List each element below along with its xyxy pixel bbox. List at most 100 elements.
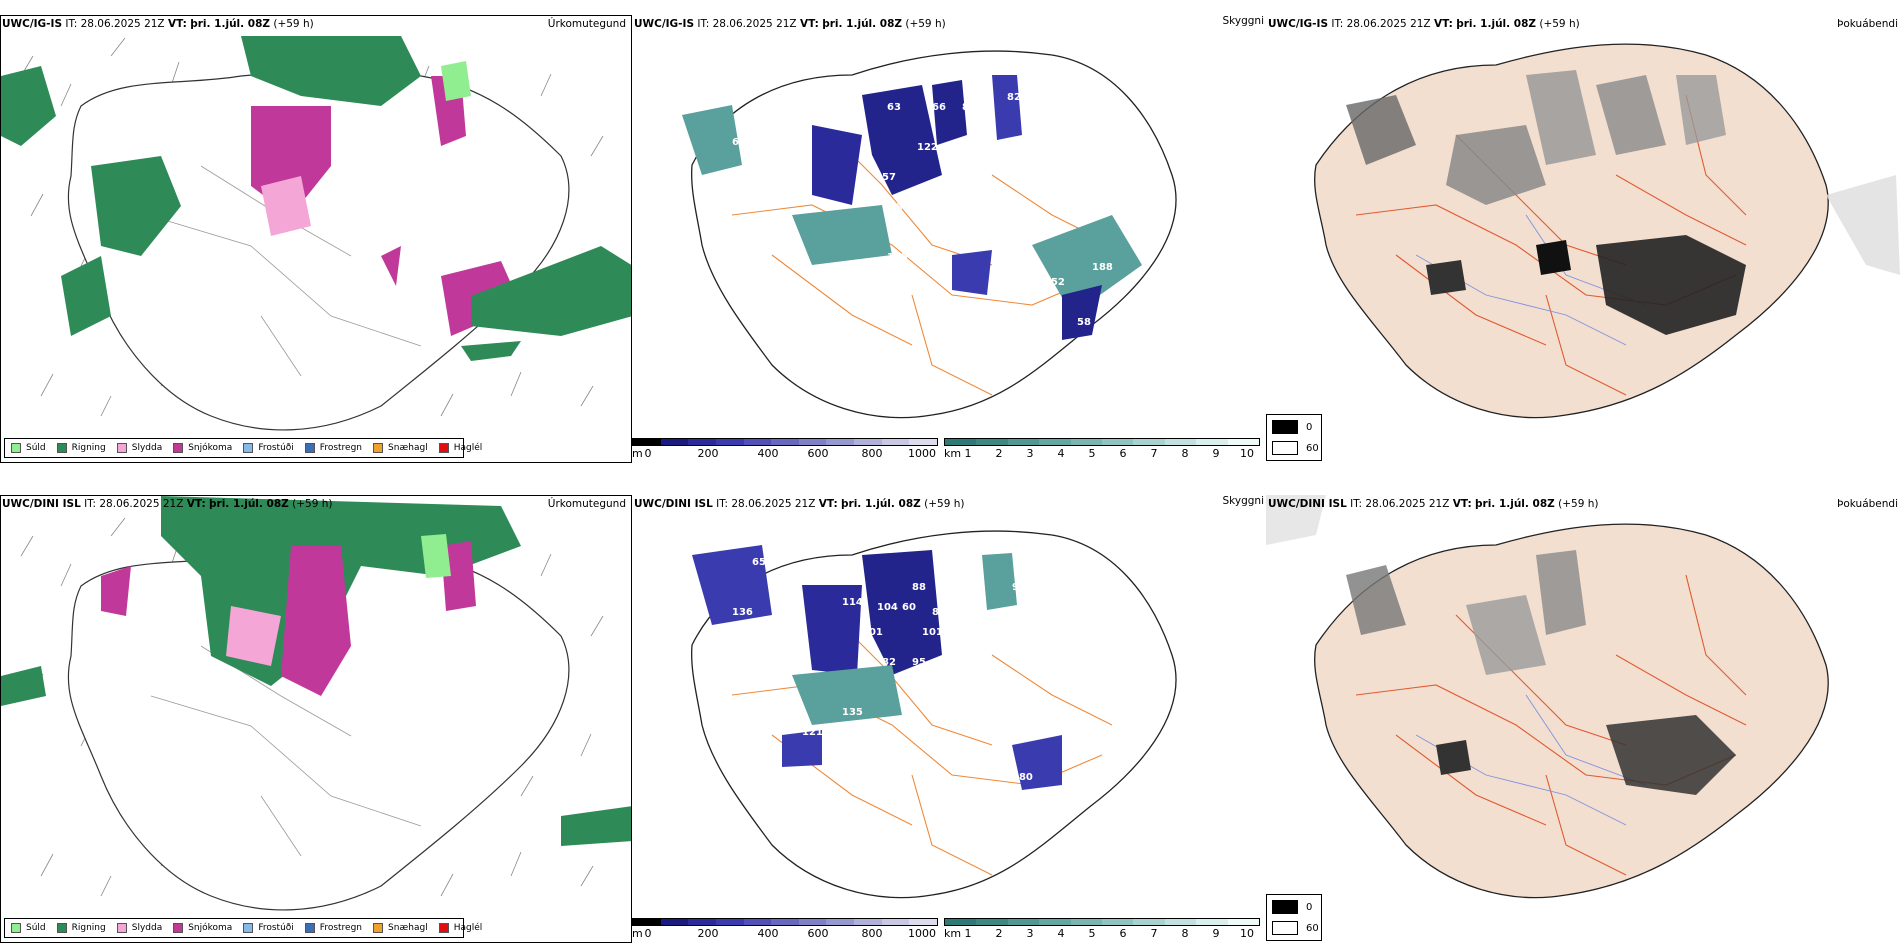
legend-label: Frostregn — [319, 923, 363, 933]
visibility-tick: 3 — [1026, 447, 1034, 460]
cloud-base-label: 52 — [1042, 342, 1056, 353]
legend-item: Frostregn — [304, 923, 363, 933]
cloud-base-label: 152 — [1044, 277, 1065, 288]
cloud-base-label: 23 — [1052, 602, 1066, 613]
visibility-tick: 8 — [1181, 447, 1189, 460]
panel-type-label: Skyggni — [1222, 495, 1265, 507]
precip-areas — [1, 36, 631, 361]
visibility-unit: km — [944, 927, 962, 940]
legend-item: Súld — [11, 923, 46, 933]
cloud-base-label: 135 — [842, 707, 863, 718]
fog-areas — [1266, 495, 1736, 795]
visibility-tick: 5 — [1088, 927, 1096, 940]
visibility-tick: 4 — [1057, 447, 1065, 460]
legend-label: Frostregn — [319, 443, 363, 453]
ceiling-tick: 1000 — [908, 447, 936, 460]
visibility-tick: 6 — [1119, 447, 1127, 460]
panel-title: UWC/IG-IS IT: 28.06.2025 21Z VT: þri. 1.… — [634, 18, 946, 30]
legend-item: Slydda — [116, 923, 163, 933]
visibility-unit: km — [944, 447, 962, 460]
visibility-tick: 2 — [995, 447, 1003, 460]
panel-type-label: Þokuábendi — [1837, 18, 1898, 30]
cloud-base-label: 65 — [752, 77, 766, 88]
legend-swatch — [116, 443, 127, 453]
fog-areas — [1346, 70, 1900, 335]
cloud-base-label: 95 — [912, 657, 926, 668]
visibility-tick: 3 — [1026, 927, 1034, 940]
ceiling-tick: 600 — [807, 447, 829, 460]
legend-swatch — [56, 443, 67, 453]
fog-map-row2 — [1266, 495, 1829, 899]
cloud-base-label: 111 — [952, 667, 973, 678]
cloud-base-label: 65 — [752, 557, 766, 568]
cloud-areas — [682, 75, 1142, 340]
fog-legend-value: 0 — [1306, 901, 1313, 913]
legend-swatch — [438, 923, 449, 933]
ceiling-tick: 800 — [861, 447, 883, 460]
legend-swatch — [11, 923, 21, 933]
precip-areas — [1, 496, 631, 846]
ceiling-tick: 400 — [757, 447, 779, 460]
precip-map-row2 — [1, 496, 631, 911]
legend-swatch — [243, 443, 254, 453]
cloud-base-label: 86 — [1047, 102, 1061, 113]
cloud-base-label: 136 — [732, 607, 753, 618]
cloud-base-label: 188 — [1092, 262, 1113, 273]
legend-swatch — [373, 443, 384, 453]
cloud-base-label: 82 — [1007, 92, 1021, 103]
legend-swatch — [304, 923, 315, 933]
roads — [731, 134, 1113, 396]
visibility-tick: 7 — [1150, 447, 1158, 460]
visibility-tick: 1 — [964, 927, 972, 940]
cloud-base-label: 65 — [957, 187, 971, 198]
cloud-panel-row1: 65 69 63 66 86 82 86 16 122 62 57 84 65 107 118 144 105 8… — [632, 15, 1266, 463]
cloud-base-label: 121 — [802, 727, 823, 738]
cloud-base-label: 122 — [917, 142, 938, 153]
fog-legend-value: 0 — [1306, 421, 1313, 433]
ceiling-tick: 200 — [697, 447, 719, 460]
visibility-tick: 8 — [1181, 927, 1189, 940]
ceiling-unit: m — [632, 927, 643, 940]
legend-item: Frostregn — [304, 443, 363, 453]
legend-swatch — [243, 923, 254, 933]
cloud-base-label: 82 — [882, 657, 896, 668]
legend-swatch — [173, 443, 184, 453]
fog-legend-item: 0 — [1272, 900, 1312, 914]
cloud-base-label: 105 — [887, 252, 908, 263]
legend-label: Haglél — [453, 443, 483, 453]
cloud-base-label: 114 — [842, 597, 863, 608]
cloud-base-label: 101 — [922, 627, 943, 638]
ceiling-tick: 600 — [807, 927, 829, 940]
visibility-colorbar-row2: km 1 2 3 4 5 6 7 8 9 10 — [944, 918, 1264, 943]
cloud-base-label: 86 — [962, 102, 976, 113]
cloud-base-label: 58 — [1077, 317, 1091, 328]
visibility-tick: 10 — [1240, 447, 1254, 460]
legend-label: Slydda — [131, 923, 163, 933]
cloud-base-label: 16 — [1072, 127, 1086, 138]
fog-legend-value: 60 — [1306, 922, 1319, 934]
legend-swatch — [304, 443, 315, 453]
fog-panel-row1: UWC/IG-IS IT: 28.06.2025 21Z VT: þri. 1.… — [1266, 15, 1900, 463]
legend-swatch — [438, 443, 449, 453]
visibility-tick: 2 — [995, 927, 1003, 940]
visibility-tick: 6 — [1119, 927, 1127, 940]
legend-item: Snæhagl — [373, 443, 428, 453]
cloud-areas — [692, 545, 1062, 790]
precip-legend-row1: Súld Rigning Slydda Snjókoma Frostúði Fr… — [4, 438, 482, 458]
visibility-tick: 7 — [1150, 927, 1158, 940]
precip-panel-row1: Súld Rigning Slydda Snjókoma Frostúði Fr… — [0, 15, 632, 463]
legend-swatch — [116, 923, 127, 933]
visibility-tick: 1 — [964, 447, 972, 460]
cloud-base-label: 107 — [972, 192, 993, 203]
precip-map-row1 — [1, 36, 631, 431]
panel-type-label: Skyggni — [1222, 15, 1265, 27]
legend-label: Snæhagl — [388, 443, 428, 453]
ceiling-strip — [632, 438, 938, 446]
visibility-tick: 5 — [1088, 447, 1096, 460]
cloud-base-label: 69 — [732, 137, 746, 148]
cloud-base-label: 108 — [932, 717, 953, 728]
cloud-base-label: 84 — [922, 182, 936, 193]
cloud-base-label: 88 — [912, 582, 926, 593]
legend-label: Rigning — [71, 923, 106, 933]
